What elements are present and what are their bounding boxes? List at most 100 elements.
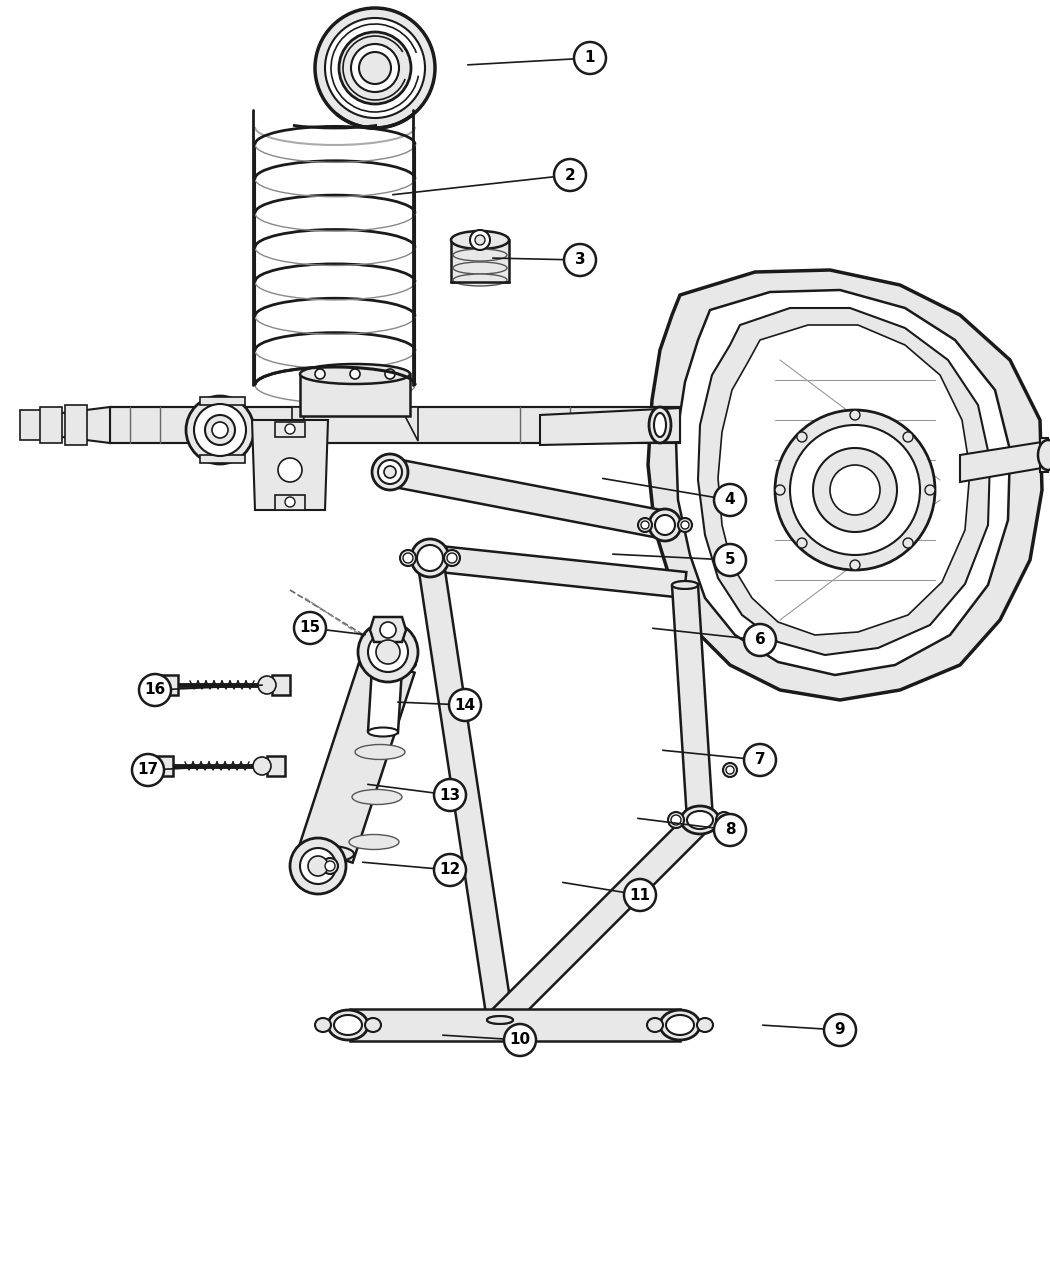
Polygon shape bbox=[292, 407, 304, 441]
Ellipse shape bbox=[649, 509, 681, 541]
Ellipse shape bbox=[417, 555, 443, 562]
Circle shape bbox=[797, 538, 807, 548]
Ellipse shape bbox=[638, 518, 652, 532]
Text: 15: 15 bbox=[299, 621, 320, 635]
Circle shape bbox=[290, 838, 346, 894]
Ellipse shape bbox=[453, 274, 507, 286]
Text: 3: 3 bbox=[574, 252, 585, 268]
Ellipse shape bbox=[723, 762, 737, 776]
Ellipse shape bbox=[334, 1015, 362, 1035]
Circle shape bbox=[278, 458, 302, 482]
Polygon shape bbox=[718, 325, 970, 635]
Ellipse shape bbox=[322, 858, 338, 873]
Ellipse shape bbox=[186, 397, 254, 464]
Circle shape bbox=[925, 484, 934, 495]
Circle shape bbox=[714, 813, 745, 847]
Polygon shape bbox=[1040, 439, 1048, 472]
Ellipse shape bbox=[352, 789, 402, 805]
Circle shape bbox=[315, 8, 435, 128]
Ellipse shape bbox=[368, 728, 398, 737]
Ellipse shape bbox=[326, 861, 335, 871]
Ellipse shape bbox=[487, 1016, 513, 1024]
Text: 12: 12 bbox=[439, 862, 461, 877]
Ellipse shape bbox=[444, 550, 460, 566]
Circle shape bbox=[449, 688, 481, 720]
Ellipse shape bbox=[453, 261, 507, 274]
Polygon shape bbox=[275, 495, 304, 510]
Polygon shape bbox=[490, 811, 709, 1029]
Ellipse shape bbox=[452, 231, 509, 249]
Ellipse shape bbox=[378, 460, 402, 484]
Ellipse shape bbox=[687, 816, 713, 824]
Text: 10: 10 bbox=[509, 1033, 530, 1048]
Polygon shape bbox=[672, 584, 713, 821]
Ellipse shape bbox=[194, 404, 246, 456]
Circle shape bbox=[797, 432, 807, 442]
Ellipse shape bbox=[411, 539, 449, 578]
Polygon shape bbox=[160, 674, 178, 695]
Circle shape bbox=[744, 745, 776, 776]
Ellipse shape bbox=[681, 806, 719, 834]
Polygon shape bbox=[272, 674, 290, 695]
Text: 2: 2 bbox=[565, 167, 575, 182]
Ellipse shape bbox=[651, 520, 679, 529]
Text: 17: 17 bbox=[138, 762, 159, 778]
Ellipse shape bbox=[447, 553, 457, 564]
Polygon shape bbox=[30, 407, 110, 442]
Ellipse shape bbox=[671, 815, 681, 825]
Ellipse shape bbox=[719, 815, 729, 825]
Polygon shape bbox=[155, 756, 173, 776]
Polygon shape bbox=[540, 408, 680, 445]
Ellipse shape bbox=[298, 845, 354, 862]
Ellipse shape bbox=[355, 745, 405, 760]
Ellipse shape bbox=[349, 835, 399, 849]
Circle shape bbox=[253, 757, 271, 775]
Circle shape bbox=[714, 484, 745, 516]
Ellipse shape bbox=[1038, 440, 1050, 470]
Polygon shape bbox=[40, 407, 62, 442]
Ellipse shape bbox=[372, 454, 408, 490]
Polygon shape bbox=[452, 240, 509, 282]
Ellipse shape bbox=[655, 515, 675, 536]
Polygon shape bbox=[648, 270, 1042, 700]
Circle shape bbox=[351, 45, 399, 92]
Ellipse shape bbox=[649, 407, 671, 442]
Polygon shape bbox=[428, 546, 687, 598]
Text: 14: 14 bbox=[455, 697, 476, 713]
Circle shape bbox=[258, 676, 276, 694]
Ellipse shape bbox=[672, 581, 698, 589]
Text: 5: 5 bbox=[724, 552, 735, 567]
Circle shape bbox=[326, 18, 425, 119]
Circle shape bbox=[376, 640, 400, 664]
Polygon shape bbox=[110, 407, 680, 442]
Text: 1: 1 bbox=[585, 51, 595, 65]
Circle shape bbox=[744, 623, 776, 657]
Ellipse shape bbox=[716, 812, 732, 827]
Ellipse shape bbox=[687, 816, 713, 824]
Ellipse shape bbox=[212, 422, 228, 439]
Circle shape bbox=[903, 538, 914, 548]
Circle shape bbox=[308, 856, 328, 876]
Polygon shape bbox=[698, 309, 990, 655]
Circle shape bbox=[434, 854, 466, 886]
Ellipse shape bbox=[664, 1020, 696, 1030]
Polygon shape bbox=[350, 1009, 680, 1040]
Text: 16: 16 bbox=[145, 682, 166, 697]
Circle shape bbox=[368, 632, 408, 672]
Ellipse shape bbox=[672, 581, 698, 589]
Circle shape bbox=[475, 235, 485, 245]
Ellipse shape bbox=[668, 812, 684, 827]
Ellipse shape bbox=[660, 1010, 700, 1040]
Circle shape bbox=[132, 754, 164, 785]
Circle shape bbox=[139, 674, 171, 706]
Circle shape bbox=[285, 497, 295, 507]
Circle shape bbox=[385, 368, 395, 379]
Ellipse shape bbox=[315, 1017, 331, 1031]
Ellipse shape bbox=[376, 468, 404, 476]
Ellipse shape bbox=[681, 521, 689, 529]
Polygon shape bbox=[200, 455, 245, 463]
Ellipse shape bbox=[328, 1010, 368, 1040]
Circle shape bbox=[358, 622, 418, 682]
Ellipse shape bbox=[300, 363, 410, 384]
Ellipse shape bbox=[334, 1020, 366, 1030]
